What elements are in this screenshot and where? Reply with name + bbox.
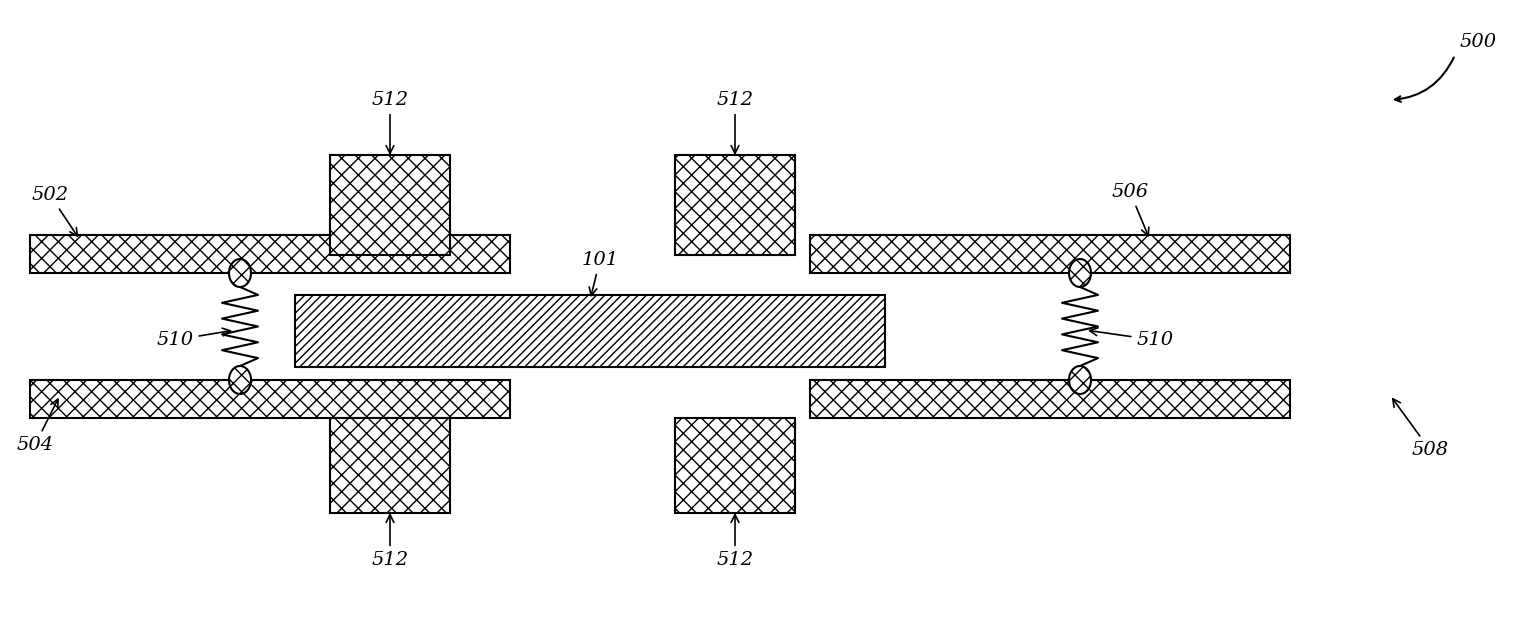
Ellipse shape [1069, 366, 1091, 394]
Text: 512: 512 [716, 515, 753, 569]
Text: 512: 512 [371, 515, 409, 569]
Text: 502: 502 [32, 186, 78, 236]
Bar [330, 418, 450, 513]
Text: 510: 510 [157, 328, 230, 349]
Bar [675, 418, 795, 513]
Bar [295, 295, 885, 367]
Bar [30, 380, 510, 418]
Text: 510: 510 [1089, 328, 1174, 349]
Bar [30, 235, 510, 273]
Text: 506: 506 [1112, 183, 1148, 236]
Ellipse shape [1069, 259, 1091, 287]
Text: 512: 512 [716, 91, 753, 154]
Ellipse shape [230, 259, 251, 287]
Ellipse shape [230, 366, 251, 394]
Bar [675, 155, 795, 255]
Text: 500: 500 [1460, 33, 1497, 51]
Bar [811, 235, 1290, 273]
Bar [330, 155, 450, 255]
Text: 101: 101 [581, 251, 619, 296]
Text: 508: 508 [1393, 399, 1448, 459]
Text: 512: 512 [371, 91, 409, 154]
Bar [811, 380, 1290, 418]
Text: 504: 504 [17, 399, 58, 454]
